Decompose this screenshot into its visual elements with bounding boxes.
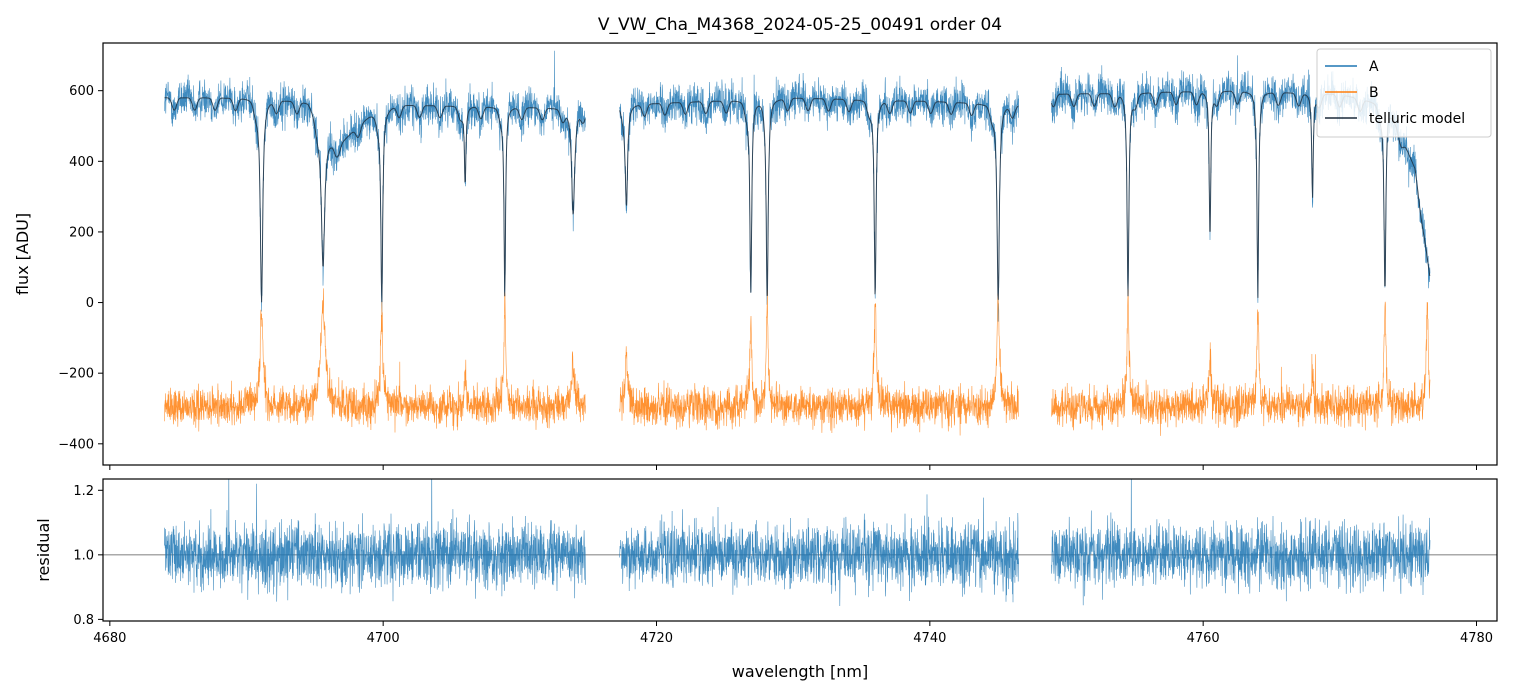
legend-label: A bbox=[1369, 59, 1379, 75]
residual-y-tick-label: 1.2 bbox=[73, 484, 94, 499]
legend-label: B bbox=[1369, 85, 1379, 101]
residual-line bbox=[164, 479, 1431, 607]
residual-plot-area bbox=[103, 479, 1497, 607]
x-tick-label: 4780 bbox=[1460, 631, 1493, 646]
x-tick-label: 4740 bbox=[913, 631, 946, 646]
flux-y-tick-label: 200 bbox=[69, 225, 94, 240]
x-tick-label: 4680 bbox=[93, 631, 126, 646]
flux-y-tick-label: −200 bbox=[58, 367, 94, 382]
chart-title: V_VW_Cha_M4368_2024-05-25_00491 order 04 bbox=[598, 15, 1002, 35]
flux-x-ticks bbox=[109, 465, 1477, 470]
x-tick-label: 4760 bbox=[1187, 631, 1220, 646]
residual-y-tick-label: 1.0 bbox=[73, 548, 94, 563]
x-tick-label: 4720 bbox=[640, 631, 673, 646]
legend-box bbox=[1316, 48, 1492, 138]
residual-y-tick-label: 0.8 bbox=[73, 613, 94, 628]
residual-axes-frame bbox=[102, 478, 1498, 622]
residual-panel: 0.8 1.0 1.2 4680 4700 4720 4740 4760 4780 resid… bbox=[34, 478, 1498, 646]
x-axis-label: wavelength [nm] bbox=[732, 662, 869, 681]
residual-x-axis: 4680 4700 4720 4740 4760 4780 bbox=[93, 621, 1493, 646]
legend-label: telluric model bbox=[1369, 111, 1465, 127]
series-a-line bbox=[164, 50, 1431, 322]
flux-y-tick-label: 600 bbox=[69, 84, 94, 99]
residual-y-axis-label: residual bbox=[34, 518, 53, 581]
flux-y-tick-label: 0 bbox=[86, 296, 94, 311]
flux-y-tick-label: 400 bbox=[69, 155, 94, 170]
series-b-line bbox=[164, 288, 1431, 436]
flux-plot-area bbox=[164, 50, 1431, 436]
flux-y-axis-label: flux [ADU] bbox=[13, 213, 32, 295]
flux-axes-frame bbox=[102, 42, 1498, 466]
residual-y-axis: 0.8 1.0 1.2 bbox=[73, 484, 103, 628]
flux-y-tick-label: −400 bbox=[58, 437, 94, 452]
flux-panel: −400 −200 0 200 400 600 flux [ADU] ABtelluric… bbox=[13, 42, 1498, 470]
flux-y-axis: −400 −200 0 200 400 600 bbox=[58, 84, 103, 452]
x-tick-label: 4700 bbox=[367, 631, 400, 646]
